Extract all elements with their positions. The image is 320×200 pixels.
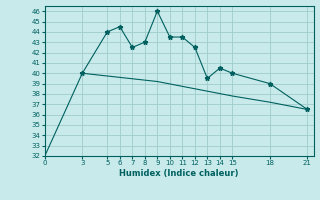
X-axis label: Humidex (Indice chaleur): Humidex (Indice chaleur) — [119, 169, 239, 178]
